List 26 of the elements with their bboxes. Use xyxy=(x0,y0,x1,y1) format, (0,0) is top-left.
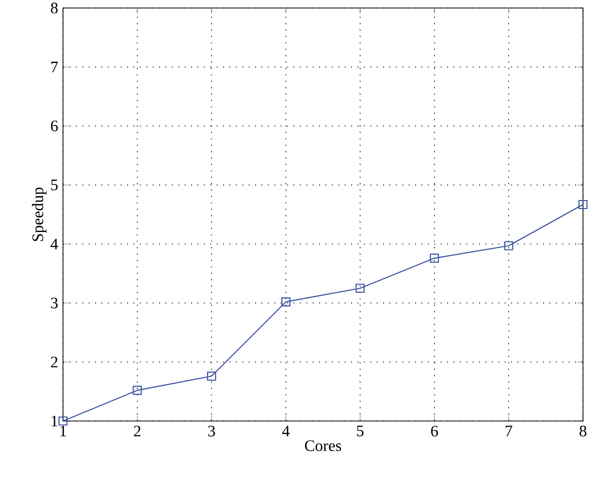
x-tick-label: 1 xyxy=(60,426,66,436)
x-tick-label: 2 xyxy=(134,426,140,436)
point xyxy=(58,416,68,426)
x-tick-label: 5 xyxy=(357,426,364,436)
point xyxy=(132,386,142,395)
point xyxy=(281,297,290,306)
y-tick-label: 4 xyxy=(50,238,58,250)
x-tick-label: 3 xyxy=(208,426,215,436)
x-tick-label: 4 xyxy=(282,426,290,436)
y-tick-label: 1 xyxy=(52,416,58,426)
y-tick-label: 2 xyxy=(51,356,58,368)
point xyxy=(504,241,514,250)
point xyxy=(207,372,216,381)
x-tick-label: 6 xyxy=(431,426,438,436)
y-tick-label: 5 xyxy=(51,180,58,190)
x-axis-title: Cores xyxy=(304,440,342,452)
x-tick-label: 7 xyxy=(506,426,512,436)
point xyxy=(430,254,439,263)
point xyxy=(356,284,365,293)
y-tick-label: 6 xyxy=(50,120,58,132)
y-tick-label: 7 xyxy=(51,62,58,72)
x-tick-label: 8 xyxy=(580,426,586,436)
y-axis-title: Speedup xyxy=(32,188,46,241)
point xyxy=(578,200,588,210)
y-tick-label: 3 xyxy=(51,298,58,308)
y-tick-label: 8 xyxy=(50,2,58,14)
